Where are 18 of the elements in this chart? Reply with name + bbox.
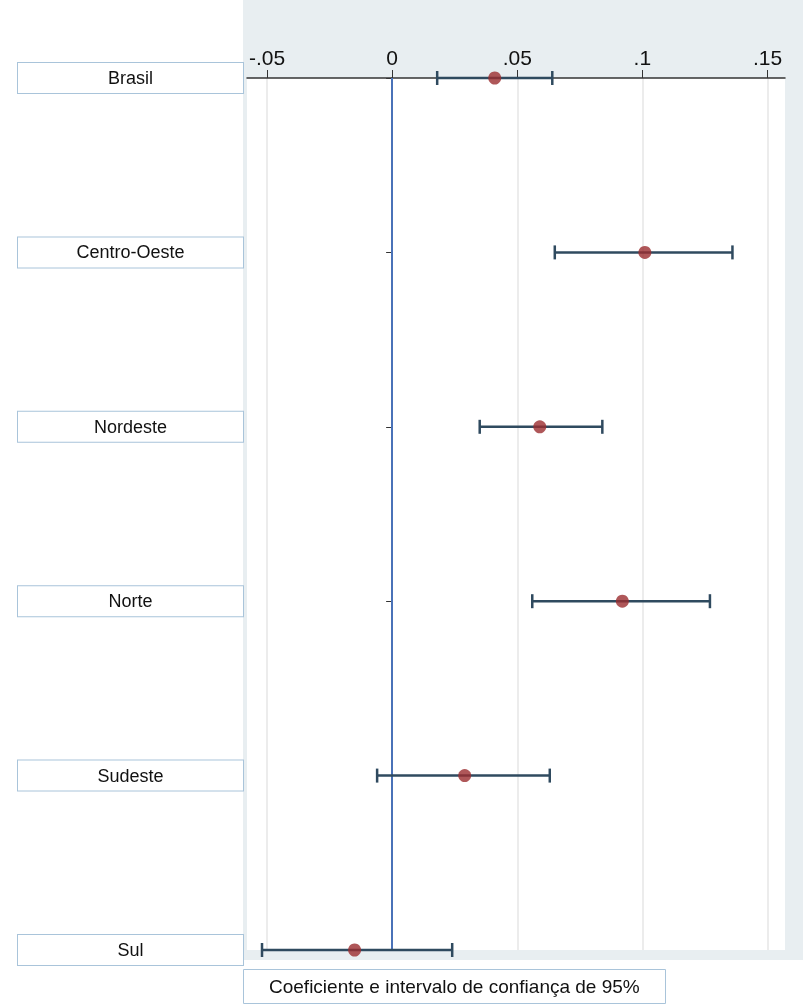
x-tick-label: .1 xyxy=(633,46,652,69)
point xyxy=(458,769,472,783)
x-tick-label: 0 xyxy=(386,46,398,69)
y-tick-label: Sudeste xyxy=(97,765,164,786)
point xyxy=(615,594,629,608)
y-tick-label: Sul xyxy=(117,940,144,960)
point xyxy=(533,420,547,434)
y-tick-label: Brasil xyxy=(107,68,154,88)
x-tick-label: .05 xyxy=(502,46,532,69)
point xyxy=(638,245,652,259)
point xyxy=(348,943,362,957)
y-tick-label: Centro-Oeste xyxy=(76,242,185,263)
y-tick-label: Nordeste xyxy=(93,416,168,437)
point xyxy=(488,71,502,85)
y-tick-label: Norte xyxy=(108,591,153,612)
x-axis-title: Coeficiente e intervalo de confiança de 95% xyxy=(269,976,640,997)
x-tick-label: -.05 xyxy=(248,46,286,69)
x-tick-label: .15 xyxy=(752,46,783,69)
